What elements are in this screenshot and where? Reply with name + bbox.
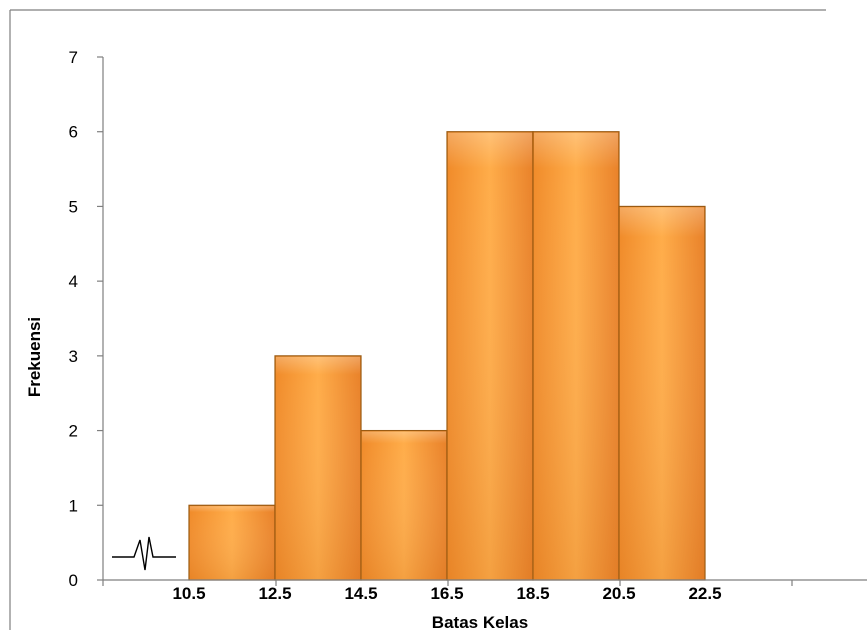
- y-tick-label: 5: [69, 197, 78, 216]
- x-tick-label: 16.5: [430, 584, 463, 603]
- y-tick-label: 4: [69, 272, 78, 291]
- x-tick-label: 18.5: [516, 584, 549, 603]
- histogram-bar-highlight: [362, 431, 446, 579]
- histogram-bar-highlight: [276, 356, 360, 579]
- y-axis-title: Frekuensi: [25, 317, 44, 397]
- x-axis-title: Batas Kelas: [432, 613, 528, 630]
- y-tick-label: 7: [69, 48, 78, 67]
- y-tick-label: 6: [69, 123, 78, 142]
- x-tick-label: 12.5: [258, 584, 291, 603]
- labels-group: 0 1 2 3 4 5 6 7 10.5 12.5 14.5 16.5 18.5 20.5 22.5: [69, 48, 722, 603]
- y-tick-label: 0: [69, 571, 78, 590]
- y-tick-label: 3: [69, 347, 78, 366]
- histogram-bar-highlight: [190, 506, 274, 579]
- y-tick-label: 1: [69, 496, 78, 515]
- histogram-bar-highlight: [620, 207, 704, 579]
- y-tick-label: 2: [69, 422, 78, 441]
- histogram-bar-highlight: [448, 132, 532, 579]
- x-tick-label: 10.5: [172, 584, 205, 603]
- x-tick-label: 20.5: [602, 584, 635, 603]
- x-tick-label: 22.5: [688, 584, 721, 603]
- x-tick-label: 14.5: [344, 584, 377, 603]
- bars-group: [188, 131, 706, 581]
- axis-break-icon: [112, 536, 176, 571]
- axes-group: [97, 56, 867, 586]
- histogram-bar-highlight: [534, 132, 618, 579]
